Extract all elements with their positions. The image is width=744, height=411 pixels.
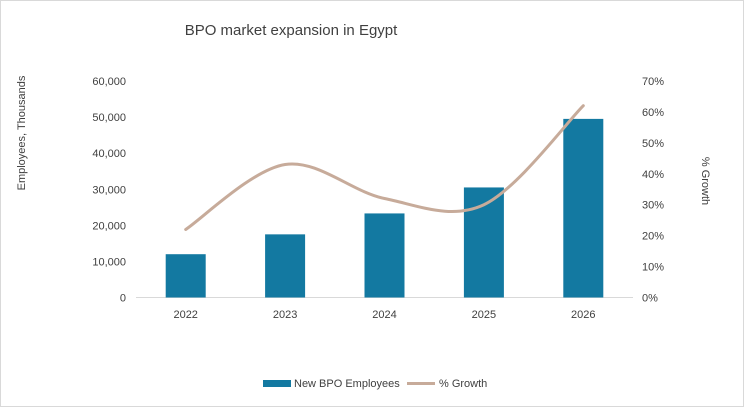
left-tick-label: 40,000 xyxy=(92,148,126,160)
bar-2026 xyxy=(563,118,604,298)
left-axis-ticks: 0 10,000 20,000 30,000 40,000 50,000 60,000 xyxy=(92,76,126,305)
right-axis-label: % Growth xyxy=(699,157,711,205)
growth-line xyxy=(184,104,585,231)
left-tick-label: 30,000 xyxy=(92,184,126,196)
right-tick-label: 30% xyxy=(642,200,664,212)
chart-title: BPO market expansion in Egypt xyxy=(185,22,398,39)
left-tick-label: 60,000 xyxy=(92,76,126,88)
x-tick-label: 2024 xyxy=(372,309,396,321)
legend: New BPO Employees % Growth xyxy=(263,378,487,390)
left-tick-label: 50,000 xyxy=(92,112,126,124)
bar-2024 xyxy=(364,213,405,298)
legend-swatch-bars xyxy=(263,380,291,387)
bar-2023 xyxy=(265,234,306,298)
x-tick-label: 2022 xyxy=(173,309,197,321)
right-tick-label: 0% xyxy=(642,293,658,305)
left-tick-label: 20,000 xyxy=(92,220,126,232)
right-axis-ticks: 0% 10% 20% 30% 40% 50% 60% 70% xyxy=(642,76,664,305)
line-series xyxy=(184,104,585,231)
category-labels: 2022 2023 2024 2025 2026 xyxy=(173,309,595,321)
right-tick-label: 20% xyxy=(642,231,664,243)
right-tick-label: 50% xyxy=(642,138,664,150)
right-tick-label: 10% xyxy=(642,262,664,274)
right-tick-label: 60% xyxy=(642,107,664,119)
x-tick-label: 2023 xyxy=(273,309,297,321)
left-axis-label: Employees, Thousands xyxy=(16,75,28,190)
right-tick-label: 40% xyxy=(642,169,664,181)
x-tick-label: 2026 xyxy=(571,309,595,321)
right-tick-label: 70% xyxy=(642,76,664,88)
x-tick-label: 2025 xyxy=(472,309,496,321)
bar-2022 xyxy=(165,254,206,298)
legend-label-line: % Growth xyxy=(439,378,487,390)
left-tick-label: 10,000 xyxy=(92,256,126,268)
legend-label-bars: New BPO Employees xyxy=(294,378,400,390)
left-tick-label: 0 xyxy=(120,293,126,305)
bar-series xyxy=(165,118,604,298)
